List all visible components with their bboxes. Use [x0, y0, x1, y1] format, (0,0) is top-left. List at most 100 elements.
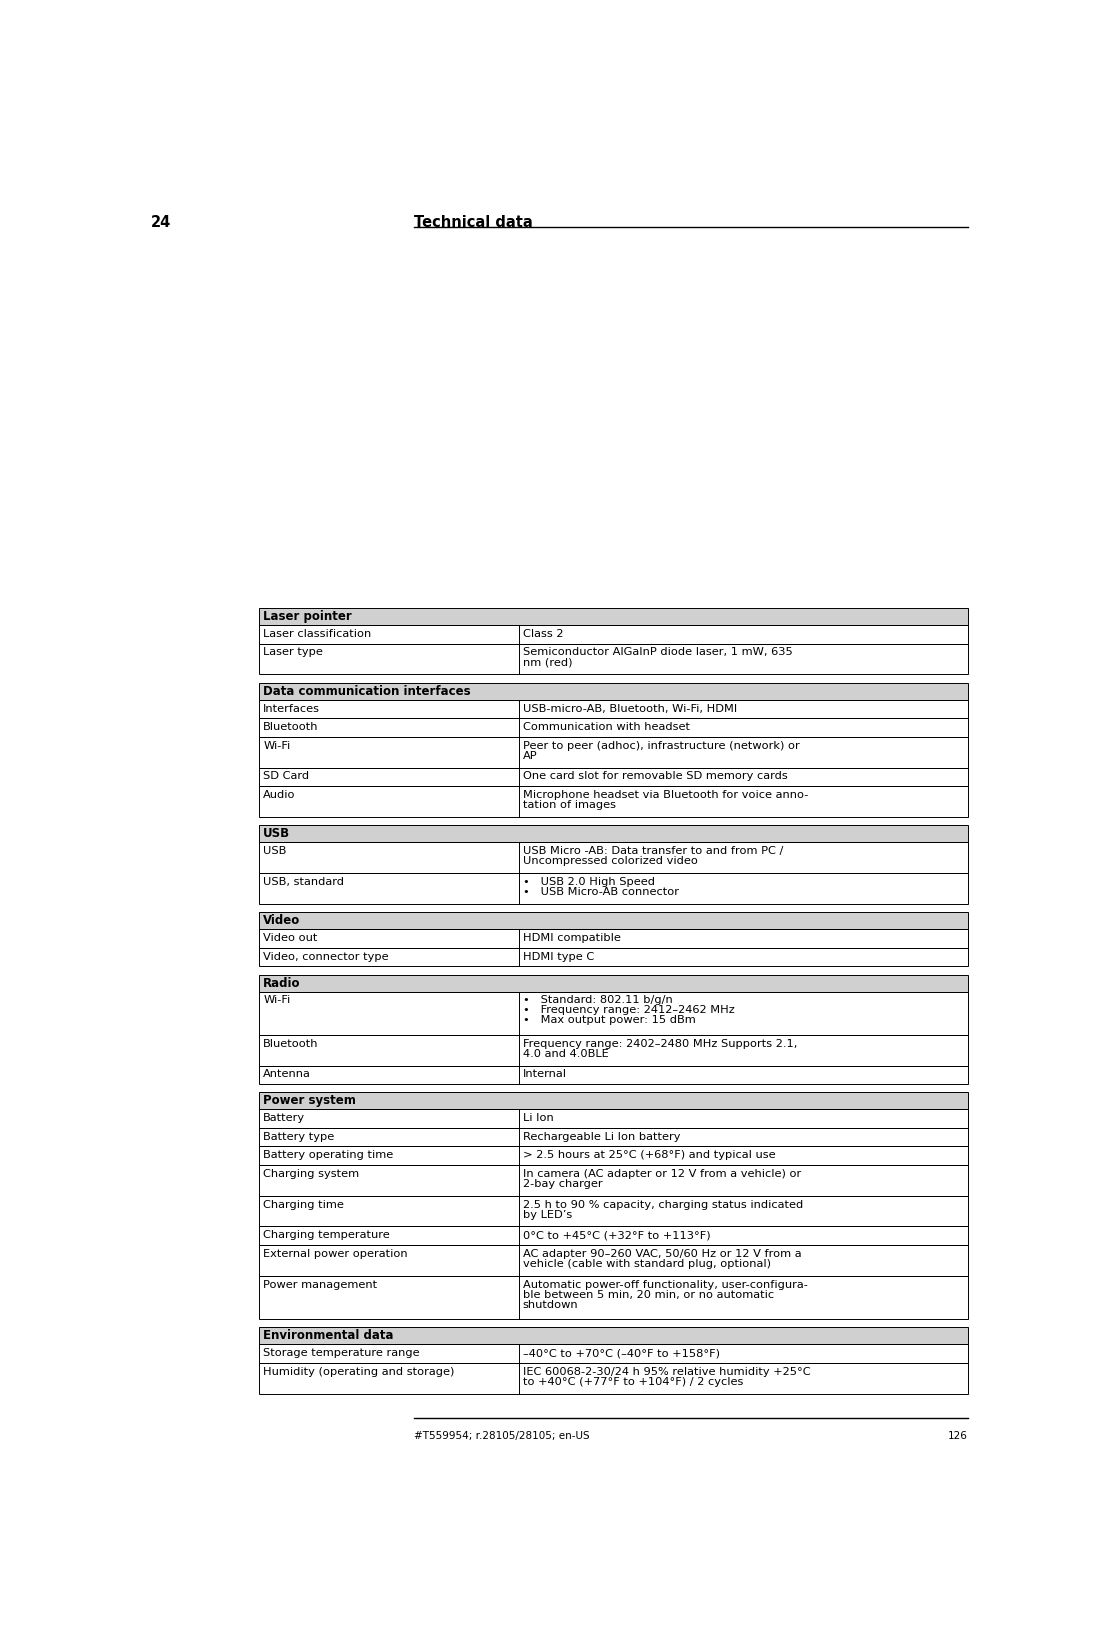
Text: HDMI type C: HDMI type C [523, 952, 594, 961]
Text: USB-micro-AB, Bluetooth, Wi-Fi, HDMI: USB-micro-AB, Bluetooth, Wi-Fi, HDMI [523, 703, 737, 713]
Bar [260, 786, 968, 818]
Text: Wi-Fi: Wi-Fi [263, 996, 290, 1006]
Text: Environmental data: Environmental data [263, 1329, 393, 1342]
Bar [260, 1164, 968, 1195]
Text: Rechargeable Li Ion battery: Rechargeable Li Ion battery [523, 1131, 681, 1141]
Text: tation of images: tation of images [523, 800, 616, 809]
Text: Humidity (operating and storage): Humidity (operating and storage) [263, 1367, 455, 1377]
Bar [260, 644, 968, 674]
Text: AP: AP [523, 750, 537, 760]
Text: Interfaces: Interfaces [263, 703, 320, 713]
Text: In camera (AC adapter or 12 V from a vehicle) or: In camera (AC adapter or 12 V from a veh… [523, 1169, 801, 1179]
Text: 24: 24 [151, 216, 171, 231]
Text: Uncompressed colorized video: Uncompressed colorized video [523, 857, 697, 867]
Bar [260, 1110, 968, 1128]
Text: AC adapter 90–260 VAC, 50/60 Hz or 12 V from a: AC adapter 90–260 VAC, 50/60 Hz or 12 V … [523, 1249, 801, 1259]
Text: Technical data: Technical data [414, 216, 533, 231]
Text: Charging temperature: Charging temperature [263, 1230, 390, 1241]
Text: Wi-Fi: Wi-Fi [263, 741, 290, 750]
Bar [260, 683, 968, 700]
Bar [260, 683, 968, 700]
Bar [260, 1328, 968, 1344]
Text: to +40°C (+77°F to +104°F) / 2 cycles: to +40°C (+77°F to +104°F) / 2 cycles [523, 1377, 743, 1386]
Bar [260, 873, 968, 904]
Text: by LED’s: by LED’s [523, 1210, 572, 1220]
Text: Power system: Power system [263, 1094, 356, 1107]
Text: Class 2: Class 2 [523, 629, 563, 639]
Bar [260, 737, 968, 767]
Text: HDMI compatible: HDMI compatible [523, 934, 620, 943]
Text: Radio: Radio [263, 976, 300, 989]
Bar [260, 1092, 968, 1110]
Text: ble between 5 min, 20 min, or no automatic: ble between 5 min, 20 min, or no automat… [523, 1290, 774, 1300]
Bar [260, 1244, 968, 1275]
Text: Peer to peer (adhoc), infrastructure (network) or: Peer to peer (adhoc), infrastructure (ne… [523, 741, 799, 750]
Bar [260, 1362, 968, 1393]
Text: Charging system: Charging system [263, 1169, 359, 1179]
Text: Microphone headset via Bluetooth for voice anno-: Microphone headset via Bluetooth for voi… [523, 790, 808, 800]
Text: Video, connector type: Video, connector type [263, 952, 389, 961]
Bar [260, 826, 968, 842]
Text: 2-bay charger: 2-bay charger [523, 1179, 602, 1189]
Bar [260, 1328, 968, 1344]
Text: Bluetooth: Bluetooth [263, 723, 319, 732]
Text: Frequency range: 2402–2480 MHz Supports 2.1,: Frequency range: 2402–2480 MHz Supports … [523, 1038, 797, 1048]
Text: Laser type: Laser type [263, 647, 323, 657]
Text: 4.0 and 4.0BLE: 4.0 and 4.0BLE [523, 1048, 608, 1058]
Text: Battery type: Battery type [263, 1131, 334, 1141]
Bar [260, 1275, 968, 1319]
Bar [260, 767, 968, 786]
Bar [260, 1226, 968, 1244]
Bar [260, 991, 968, 1035]
Bar [260, 974, 968, 991]
Bar [260, 625, 968, 644]
Text: •   Max output power: 15 dBm: • Max output power: 15 dBm [523, 1015, 695, 1025]
Bar [260, 1066, 968, 1084]
Text: Li Ion: Li Ion [523, 1113, 553, 1123]
Text: Internal: Internal [523, 1069, 567, 1079]
Text: Data communication interfaces: Data communication interfaces [263, 685, 471, 698]
Text: External power operation: External power operation [263, 1249, 408, 1259]
Text: Antenna: Antenna [263, 1069, 311, 1079]
Text: Charging time: Charging time [263, 1200, 344, 1210]
Text: One card slot for removable SD memory cards: One card slot for removable SD memory ca… [523, 772, 787, 782]
Bar [260, 1128, 968, 1146]
Text: •   USB Micro-AB connector: • USB Micro-AB connector [523, 886, 678, 898]
Text: Battery operating time: Battery operating time [263, 1151, 393, 1161]
Bar [260, 1092, 968, 1110]
Text: USB: USB [263, 845, 287, 857]
Text: USB Micro -AB: Data transfer to and from PC /: USB Micro -AB: Data transfer to and from… [523, 845, 783, 857]
Text: Video: Video [263, 914, 300, 927]
Bar [260, 608, 968, 625]
Text: Semiconductor AlGaInP diode laser, 1 mW, 635: Semiconductor AlGaInP diode laser, 1 mW,… [523, 647, 792, 657]
Text: Communication with headset: Communication with headset [523, 723, 689, 732]
Text: SD Card: SD Card [263, 772, 309, 782]
Text: 126: 126 [948, 1431, 968, 1440]
Bar [260, 608, 968, 625]
Text: nm (red): nm (red) [523, 657, 572, 667]
Text: Power management: Power management [263, 1280, 377, 1290]
Text: #T559954; r.28105/28105; en-US: #T559954; r.28105/28105; en-US [414, 1431, 590, 1440]
Text: 0°C to +45°C (+32°F to +113°F): 0°C to +45°C (+32°F to +113°F) [523, 1230, 710, 1241]
Text: Laser classification: Laser classification [263, 629, 372, 639]
Bar [260, 1035, 968, 1066]
Text: vehicle (cable with standard plug, optional): vehicle (cable with standard plug, optio… [523, 1259, 770, 1269]
Bar [260, 912, 968, 929]
Text: USB: USB [263, 827, 290, 840]
Bar [260, 1146, 968, 1164]
Text: •   Frequency range: 2412–2462 MHz: • Frequency range: 2412–2462 MHz [523, 1006, 734, 1015]
Text: Automatic power-off functionality, user-configura-: Automatic power-off functionality, user-… [523, 1280, 808, 1290]
Bar [260, 1344, 968, 1362]
Text: 2.5 h to 90 % capacity, charging status indicated: 2.5 h to 90 % capacity, charging status … [523, 1200, 803, 1210]
Text: > 2.5 hours at 25°C (+68°F) and typical use: > 2.5 hours at 25°C (+68°F) and typical … [523, 1151, 775, 1161]
Text: •   USB 2.0 High Speed: • USB 2.0 High Speed [523, 876, 654, 886]
Bar [260, 718, 968, 737]
Bar [260, 700, 968, 718]
Bar [260, 842, 968, 873]
Bar [260, 826, 968, 842]
Text: Laser pointer: Laser pointer [263, 610, 352, 623]
Text: USB, standard: USB, standard [263, 876, 344, 886]
Bar [260, 974, 968, 991]
Text: –40°C to +70°C (–40°F to +158°F): –40°C to +70°C (–40°F to +158°F) [523, 1349, 720, 1359]
Bar [260, 948, 968, 966]
